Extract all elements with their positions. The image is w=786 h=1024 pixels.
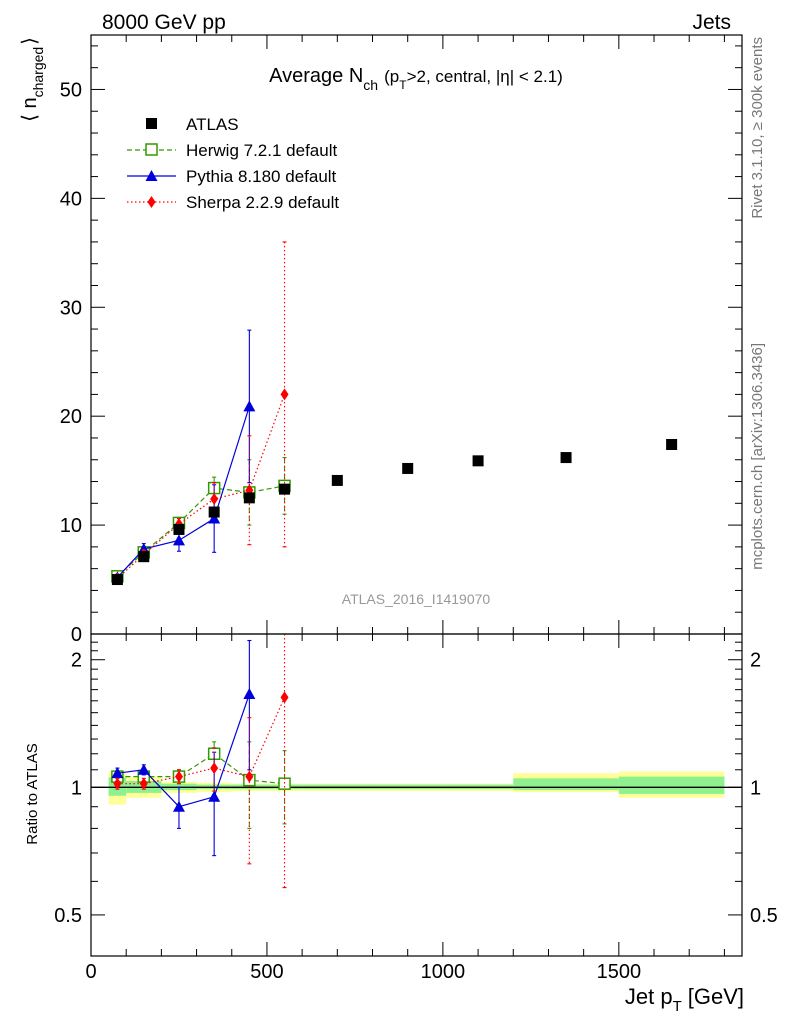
ratio-point-herwig bbox=[278, 777, 291, 790]
ratio-y-tick-label-left: 2 bbox=[71, 650, 82, 672]
legend-marker-pythia bbox=[145, 170, 158, 181]
x-label-main: Jet p bbox=[625, 984, 673, 1009]
legend-entry-herwig: Herwig 7.2.1 default bbox=[127, 141, 337, 160]
ratio-line-sherpa bbox=[117, 697, 286, 785]
main-y-tick-label: 0 bbox=[71, 624, 82, 646]
ratio-point-pythia bbox=[137, 763, 150, 775]
legend-marker-herwig bbox=[145, 143, 158, 156]
header-collision-label: 8000 GeV pp bbox=[102, 11, 226, 34]
main-point-atlas bbox=[173, 523, 185, 535]
ratio-point-sherpa bbox=[210, 762, 219, 775]
legend-marker-atlas bbox=[146, 118, 157, 129]
x-label-unit: [GeV] bbox=[688, 984, 744, 1009]
ratio-y-tick-label-right: 2 bbox=[750, 650, 761, 672]
rivet-version-label: Rivet 3.1.10, ≥ 300k events bbox=[749, 37, 766, 219]
ratio-point-sherpa bbox=[245, 770, 254, 783]
y-label-close: ⟩ bbox=[19, 37, 41, 45]
ratio-point-sherpa bbox=[174, 770, 183, 783]
title-paren-open: (p bbox=[384, 67, 399, 86]
main-y-tick-label: 30 bbox=[60, 297, 82, 319]
ratio-point-sherpa bbox=[280, 691, 289, 704]
ratio-band-inner bbox=[513, 778, 619, 791]
main-point-sherpa bbox=[210, 492, 219, 505]
ratio-panel: 0.5 0.5 1 1 2 2 0 500 1000 1500 Ratio to ATLAS Je… bbox=[24, 633, 778, 1015]
main-point-sherpa bbox=[280, 388, 289, 401]
legend-entry-sherpa: Sherpa 2.2.9 default bbox=[127, 193, 339, 212]
x-tick-label: 500 bbox=[250, 961, 283, 983]
y-label-main: ⟨ n bbox=[19, 97, 41, 121]
x-tick-label: 0 bbox=[85, 961, 96, 983]
ratio-y-axis-label: Ratio to ATLAS bbox=[24, 743, 41, 844]
legend-label-sherpa: Sherpa 2.2.9 default bbox=[186, 193, 339, 212]
x-axis-label: Jet pT [GeV] bbox=[625, 984, 744, 1015]
main-point-pythia bbox=[172, 534, 185, 546]
ratio-panel-frame bbox=[90, 633, 743, 957]
legend-label-atlas: ATLAS bbox=[186, 115, 239, 134]
main-point-atlas bbox=[472, 455, 484, 467]
ratio-y-tick-label-left: 1 bbox=[71, 777, 82, 799]
main-y-tick-label: 20 bbox=[60, 406, 82, 428]
analysis-watermark: ATLAS_2016_I1419070 bbox=[342, 591, 491, 607]
title-paren-rest: >2, central, |η| < 2.1) bbox=[407, 67, 563, 86]
legend-entry-atlas: ATLAS bbox=[146, 115, 239, 134]
main-point-atlas bbox=[208, 506, 220, 518]
main-point-atlas bbox=[138, 551, 150, 563]
main-point-atlas bbox=[111, 574, 123, 586]
main-panel: 0 10 20 30 40 50 Average Nch (pT>2, central, |… bbox=[19, 34, 743, 646]
ratio-point-pythia bbox=[243, 688, 256, 700]
title-main-text: Average N bbox=[269, 65, 363, 87]
main-point-atlas bbox=[666, 438, 678, 450]
main-y-tick-label: 10 bbox=[60, 515, 82, 537]
ratio-point-pythia bbox=[208, 790, 221, 802]
legend: ATLAS Herwig 7.2.1 default Pythia 8.180 … bbox=[127, 115, 339, 212]
main-point-atlas bbox=[402, 462, 414, 474]
main-line-pythia bbox=[116, 406, 250, 578]
mcplots-reference-label: mcplots.cern.ch [arXiv:1306.3436] bbox=[749, 343, 766, 570]
legend-marker-sherpa bbox=[147, 196, 156, 208]
title-paren-subscript: T bbox=[399, 78, 407, 92]
main-point-atlas bbox=[279, 483, 291, 495]
main-point-pythia bbox=[243, 400, 256, 412]
main-y-axis-label: ⟨ ncharged ⟩ bbox=[19, 37, 46, 122]
header-process-label: Jets bbox=[692, 11, 731, 34]
x-tick-label: 1000 bbox=[421, 961, 466, 983]
ratio-point-pythia bbox=[172, 800, 185, 812]
title-subscript: ch bbox=[363, 77, 378, 93]
main-title: Average Nch (pT>2, central, |η| < 2.1) bbox=[269, 65, 563, 93]
ratio-point-sherpa bbox=[113, 777, 122, 790]
x-label-subscript: T bbox=[673, 998, 682, 1015]
legend-label-pythia: Pythia 8.180 default bbox=[186, 167, 337, 186]
legend-entry-pythia: Pythia 8.180 default bbox=[127, 167, 337, 186]
ratio-point-pythia bbox=[111, 767, 124, 779]
ratio-band-inner bbox=[618, 776, 725, 794]
main-y-tick-label: 40 bbox=[60, 188, 82, 210]
main-line-herwig bbox=[116, 485, 285, 577]
main-point-atlas bbox=[331, 474, 343, 486]
main-point-atlas bbox=[560, 452, 572, 464]
main-y-tick-label: 50 bbox=[60, 79, 82, 101]
ratio-y-tick-label-right: 1 bbox=[750, 777, 761, 799]
main-point-pythia bbox=[208, 512, 221, 524]
ratio-y-tick-label-right: 0.5 bbox=[750, 905, 778, 927]
ratio-point-sherpa bbox=[139, 777, 148, 790]
legend-label-herwig: Herwig 7.2.1 default bbox=[186, 141, 337, 160]
y-label-subscript: charged bbox=[30, 47, 46, 98]
x-tick-label: 1500 bbox=[597, 961, 642, 983]
ratio-y-tick-label-left: 0.5 bbox=[54, 905, 82, 927]
main-point-atlas bbox=[243, 492, 255, 504]
